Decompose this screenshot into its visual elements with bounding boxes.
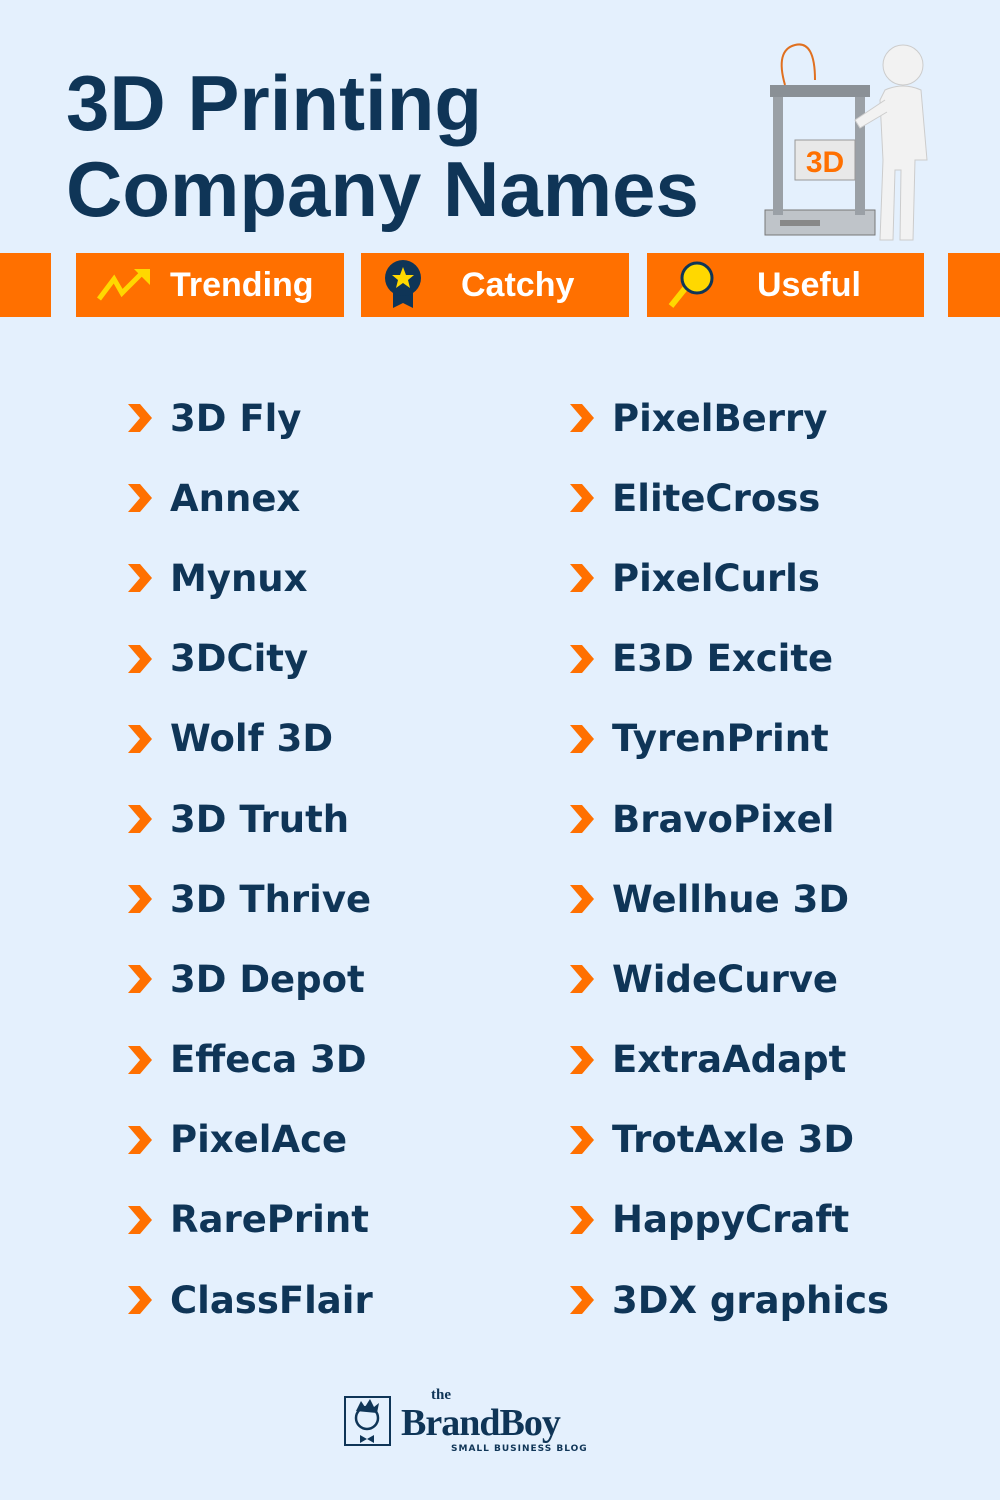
- name-list-item: 3D Fly: [124, 378, 373, 458]
- company-name: ClassFlair: [170, 1278, 373, 1322]
- chevron-right-icon: [570, 564, 594, 593]
- name-list-item: Annex: [124, 458, 373, 538]
- logo-the: the: [431, 1387, 451, 1403]
- chevron-right-icon: [128, 965, 152, 994]
- chevron-right-icon: [570, 1205, 594, 1234]
- chevron-right-icon: [570, 805, 594, 834]
- company-name: 3D Depot: [170, 957, 365, 1001]
- company-name: 3DX graphics: [612, 1278, 890, 1322]
- chevron-right-icon: [128, 564, 152, 593]
- company-name: Mynux: [170, 556, 308, 600]
- company-name: BravoPixel: [612, 797, 835, 841]
- company-name: TyrenPrint: [612, 717, 829, 761]
- company-name: PixelBerry: [612, 396, 828, 440]
- tab-useful-label: Useful: [757, 265, 861, 304]
- chevron-right-icon: [128, 1286, 152, 1315]
- name-list-item: PixelAce: [124, 1100, 373, 1180]
- name-list-item: 3DCity: [124, 619, 373, 699]
- chevron-right-icon: [128, 724, 152, 753]
- chevron-right-icon: [570, 1045, 594, 1074]
- chevron-right-icon: [128, 484, 152, 513]
- logo-brand: BrandBoy: [401, 1402, 561, 1444]
- trending-up-icon: [97, 269, 150, 301]
- tab-trending[interactable]: Trending: [76, 253, 344, 317]
- chevron-right-icon: [570, 965, 594, 994]
- chevron-right-icon: [570, 1125, 594, 1154]
- 3d-printer-with-figure-icon: 3D: [764, 43, 928, 241]
- name-list-item: E3D Excite: [566, 619, 889, 699]
- page-title: 3D Printing Company Names: [66, 60, 699, 232]
- name-list-item: RarePrint: [124, 1180, 373, 1260]
- company-name: 3D Truth: [170, 797, 350, 841]
- company-name: HappyCraft: [612, 1198, 850, 1242]
- tab-trending-label: Trending: [170, 265, 314, 304]
- name-list-item: Effeca 3D: [124, 1020, 373, 1100]
- name-list-item: 3D Thrive: [124, 859, 373, 939]
- company-name: PixelCurls: [612, 556, 820, 600]
- decorative-bar-left: [0, 253, 51, 317]
- tab-useful[interactable]: Useful: [647, 253, 924, 317]
- company-name: EliteCross: [612, 476, 821, 520]
- company-name: 3D Thrive: [170, 877, 372, 921]
- printer-3d-label: 3D: [806, 146, 844, 179]
- brandboy-mascot-icon: [344, 1396, 391, 1446]
- name-list-item: BravoPixel: [566, 779, 889, 859]
- chevron-right-icon: [128, 805, 152, 834]
- name-list-item: EliteCross: [566, 458, 889, 538]
- company-name: 3DCity: [170, 637, 309, 681]
- company-name: Annex: [170, 476, 301, 520]
- name-list-item: Mynux: [124, 538, 373, 618]
- brandboy-logo: the BrandBoy SMALL BUSINESS BLOG: [344, 1386, 588, 1456]
- title-line-1: 3D Printing: [66, 59, 483, 147]
- logo-tagline: SMALL BUSINESS BLOG: [451, 1444, 588, 1454]
- chevron-right-icon: [128, 1125, 152, 1154]
- company-name: RarePrint: [170, 1198, 369, 1242]
- tab-catchy-label: Catchy: [461, 265, 575, 304]
- company-name: Wellhue 3D: [612, 877, 850, 921]
- name-list-item: 3DX graphics: [566, 1260, 889, 1340]
- names-list-right: PixelBerry EliteCross PixelCurls E3D Excite…: [566, 378, 889, 1340]
- company-name: TrotAxle 3D: [612, 1118, 855, 1162]
- magnifier-icon: [668, 261, 714, 308]
- name-list-item: Wolf 3D: [124, 699, 373, 779]
- name-list-item: TyrenPrint: [566, 699, 889, 779]
- chevron-right-icon: [570, 724, 594, 753]
- name-list-item: 3D Depot: [124, 939, 373, 1019]
- decorative-bar-right: [948, 253, 1000, 317]
- award-ribbon-icon: [385, 260, 421, 308]
- title-line-2: Company Names: [66, 145, 699, 233]
- name-list-item: Wellhue 3D: [566, 859, 889, 939]
- company-name: Effeca 3D: [170, 1038, 367, 1082]
- chevron-right-icon: [570, 644, 594, 673]
- company-name: E3D Excite: [612, 637, 834, 681]
- company-name: Wolf 3D: [170, 717, 334, 761]
- name-list-item: PixelBerry: [566, 378, 889, 458]
- company-name: 3D Fly: [170, 396, 302, 440]
- chevron-right-icon: [570, 1286, 594, 1315]
- name-list-item: ExtraAdapt: [566, 1020, 889, 1100]
- chevron-right-icon: [128, 644, 152, 673]
- name-list-item: TrotAxle 3D: [566, 1100, 889, 1180]
- company-name: ExtraAdapt: [612, 1038, 847, 1082]
- chevron-right-icon: [570, 404, 594, 433]
- company-name: PixelAce: [170, 1118, 348, 1162]
- name-list-item: HappyCraft: [566, 1180, 889, 1260]
- chevron-right-icon: [128, 1045, 152, 1074]
- chevron-right-icon: [128, 1205, 152, 1234]
- chevron-right-icon: [570, 885, 594, 914]
- name-list-item: PixelCurls: [566, 538, 889, 618]
- chevron-right-icon: [570, 484, 594, 513]
- company-name: WideCurve: [612, 957, 839, 1001]
- chevron-right-icon: [128, 885, 152, 914]
- tab-catchy[interactable]: Catchy: [361, 253, 629, 317]
- name-list-item: WideCurve: [566, 939, 889, 1019]
- name-list-item: ClassFlair: [124, 1260, 373, 1340]
- name-list-item: 3D Truth: [124, 779, 373, 859]
- chevron-right-icon: [128, 404, 152, 433]
- names-list-left: 3D Fly Annex Mynux 3DCity Wolf 3D 3D Truth 3D …: [124, 378, 373, 1340]
